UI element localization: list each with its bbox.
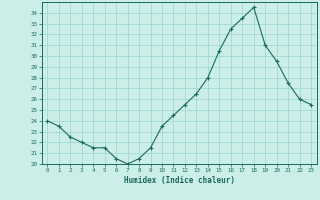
X-axis label: Humidex (Indice chaleur): Humidex (Indice chaleur)	[124, 176, 235, 185]
